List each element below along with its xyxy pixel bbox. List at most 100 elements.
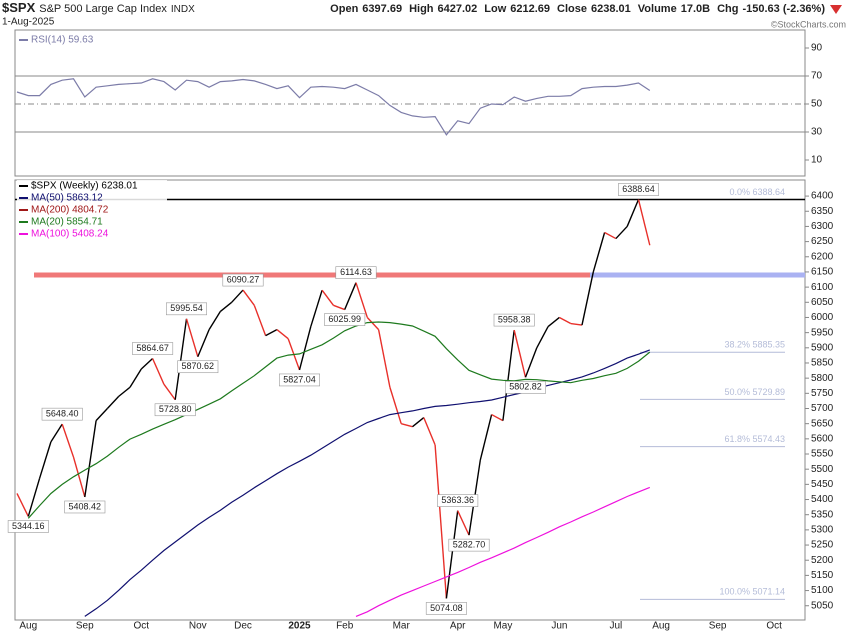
fib-label: 100.0% 5071.14 xyxy=(719,587,785,597)
data-label: 6388.64 xyxy=(622,184,655,194)
data-label: 5995.54 xyxy=(170,303,203,313)
data-label-box xyxy=(425,602,467,615)
y-tick-label: 6050 xyxy=(811,297,834,308)
index-name: S&P 500 Large Cap Index xyxy=(39,3,167,15)
quote-label: Volume xyxy=(638,3,677,15)
y-tick-label: 5100 xyxy=(811,585,834,596)
price-segment xyxy=(333,304,345,311)
legend-bg xyxy=(17,228,167,240)
symbol: $SPX xyxy=(2,0,36,15)
data-label: 5344.16 xyxy=(12,521,45,531)
y-tick-label: 6350 xyxy=(811,206,834,217)
price-segment xyxy=(253,305,267,336)
x-tick-label: Jul xyxy=(610,621,623,632)
legend-bg xyxy=(17,192,167,204)
fib-label: 38.2% 5885.35 xyxy=(724,340,785,350)
y-tick-label: 10 xyxy=(811,155,823,166)
y-tick-label: 5950 xyxy=(811,327,834,338)
price-segment xyxy=(197,329,210,357)
y-tick-label: 5050 xyxy=(811,600,834,611)
x-tick-label: Dec xyxy=(234,621,252,632)
y-tick-label: 5300 xyxy=(811,525,834,536)
legend-label: MA(200) 4804.72 xyxy=(31,205,109,216)
data-label: 5408.42 xyxy=(69,501,102,511)
header-title: $SPX S&P 500 Large Cap Index INDX xyxy=(2,0,195,15)
date: 1-Aug-2025 xyxy=(2,17,55,28)
x-tick-label: May xyxy=(493,621,512,632)
price-segment xyxy=(95,408,108,422)
price-segment xyxy=(355,282,368,318)
legend-label: RSI(14) 59.63 xyxy=(31,35,94,46)
y-tick-label: 5550 xyxy=(811,449,834,460)
quote-value: 17.0B xyxy=(681,3,710,15)
y-tick-label: 30 xyxy=(811,127,823,138)
price-segment xyxy=(366,316,380,331)
data-label-box xyxy=(324,313,366,326)
price-segment xyxy=(174,318,188,400)
x-tick-label: Mar xyxy=(393,621,411,632)
series-line xyxy=(27,321,651,519)
x-tick-label: Aug xyxy=(19,621,37,632)
price-segment xyxy=(106,395,120,409)
price-segment xyxy=(219,301,233,312)
data-label: 5648.40 xyxy=(46,409,79,419)
price-segment xyxy=(321,289,334,306)
x-tick-label: Oct xyxy=(766,621,782,632)
legend-bg xyxy=(17,204,167,216)
watermark: ©StockCharts.com xyxy=(771,19,846,29)
price-segment xyxy=(16,493,29,517)
legend-bg xyxy=(17,216,167,228)
legend-bg xyxy=(17,180,167,192)
down-arrow xyxy=(830,5,842,14)
legend-label: $SPX (Weekly) 6238.01 xyxy=(31,181,138,192)
price-segment xyxy=(27,478,41,517)
legend-label: MA(20) 5854.71 xyxy=(31,217,103,228)
price-segment xyxy=(61,423,75,458)
y-tick-label: 6150 xyxy=(811,267,834,278)
y-tick-label: 90 xyxy=(811,43,823,54)
y-tick-label: 50 xyxy=(811,99,823,110)
quote-value: 6427.02 xyxy=(438,3,478,15)
legend-bg xyxy=(17,34,167,46)
legend-label: MA(100) 5408.24 xyxy=(31,229,109,240)
quote-value: 6238.01 xyxy=(591,3,631,15)
price-segment xyxy=(163,383,176,401)
y-tick-label: 5200 xyxy=(811,555,834,566)
price-segment xyxy=(592,232,606,273)
price-segment xyxy=(208,311,221,330)
price-segment xyxy=(547,316,560,328)
data-label: 5870.62 xyxy=(182,361,215,371)
price-panel xyxy=(14,179,806,621)
price-segment xyxy=(298,326,312,371)
quote-value: -150.63 (-2.36%) xyxy=(742,3,825,15)
price-segment xyxy=(38,441,52,479)
price-segment xyxy=(626,199,640,227)
y-tick-label: 6200 xyxy=(811,251,834,262)
price-segment xyxy=(502,330,515,421)
data-label-box xyxy=(493,313,535,327)
data-label: 5074.08 xyxy=(430,603,463,613)
data-label: 5282.70 xyxy=(453,540,486,550)
price-segment xyxy=(513,329,527,378)
quote-value: 6397.69 xyxy=(362,3,402,15)
exchange: INDX xyxy=(171,4,195,15)
x-tick-label: Feb xyxy=(336,621,354,632)
price-segment xyxy=(604,231,617,240)
price-segment xyxy=(536,326,549,349)
data-label-box xyxy=(504,380,546,394)
price-segment xyxy=(615,225,628,240)
series-line xyxy=(355,486,651,617)
data-label: 5728.80 xyxy=(159,404,192,414)
data-label-box xyxy=(177,360,219,374)
data-label: 5363.36 xyxy=(441,495,474,505)
price-segment xyxy=(445,510,459,599)
quote-value: 6212.69 xyxy=(510,3,550,15)
x-tick-label: 2025 xyxy=(288,621,311,632)
y-tick-label: 5800 xyxy=(811,373,834,384)
price-segment xyxy=(276,329,289,340)
fib-label: 50.0% 5729.89 xyxy=(724,387,785,397)
price-segment xyxy=(412,417,425,428)
y-tick-label: 6100 xyxy=(811,282,834,293)
